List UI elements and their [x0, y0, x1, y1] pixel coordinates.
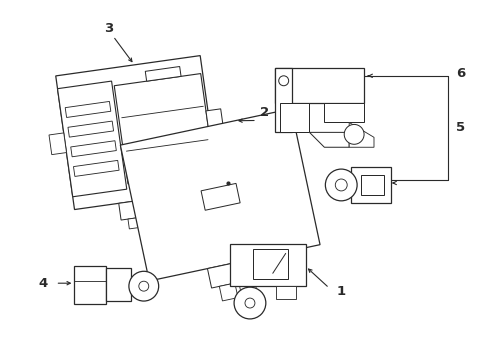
Polygon shape [145, 67, 181, 81]
Circle shape [335, 179, 346, 191]
Polygon shape [309, 132, 348, 147]
Polygon shape [119, 195, 180, 220]
Polygon shape [73, 161, 119, 176]
Text: 4: 4 [39, 277, 48, 290]
Polygon shape [360, 175, 383, 195]
Text: 6: 6 [455, 67, 465, 80]
Polygon shape [324, 103, 364, 122]
Polygon shape [350, 167, 390, 203]
Polygon shape [274, 68, 291, 132]
Circle shape [344, 125, 364, 144]
Polygon shape [275, 286, 295, 299]
Text: 5: 5 [455, 121, 465, 134]
Polygon shape [65, 102, 111, 117]
Polygon shape [68, 121, 113, 137]
Polygon shape [152, 213, 169, 225]
Polygon shape [207, 257, 265, 288]
Polygon shape [71, 141, 116, 157]
Polygon shape [74, 266, 106, 304]
Polygon shape [252, 249, 287, 279]
Polygon shape [230, 243, 305, 286]
Circle shape [129, 271, 158, 301]
Circle shape [244, 298, 254, 308]
Circle shape [325, 169, 356, 201]
Polygon shape [56, 55, 219, 210]
Text: 2: 2 [260, 106, 269, 119]
Polygon shape [274, 68, 364, 103]
Polygon shape [348, 122, 373, 147]
Polygon shape [201, 183, 240, 210]
Text: 1: 1 [336, 285, 345, 298]
Polygon shape [120, 109, 319, 281]
Polygon shape [114, 73, 214, 184]
Polygon shape [58, 81, 126, 197]
Polygon shape [128, 217, 145, 229]
Circle shape [278, 76, 288, 86]
Polygon shape [219, 283, 238, 301]
Circle shape [234, 287, 265, 319]
Text: 3: 3 [104, 22, 113, 35]
Polygon shape [49, 133, 66, 155]
Polygon shape [238, 279, 257, 297]
Polygon shape [106, 268, 131, 301]
Polygon shape [205, 109, 223, 131]
Circle shape [139, 281, 148, 291]
Polygon shape [279, 103, 309, 132]
